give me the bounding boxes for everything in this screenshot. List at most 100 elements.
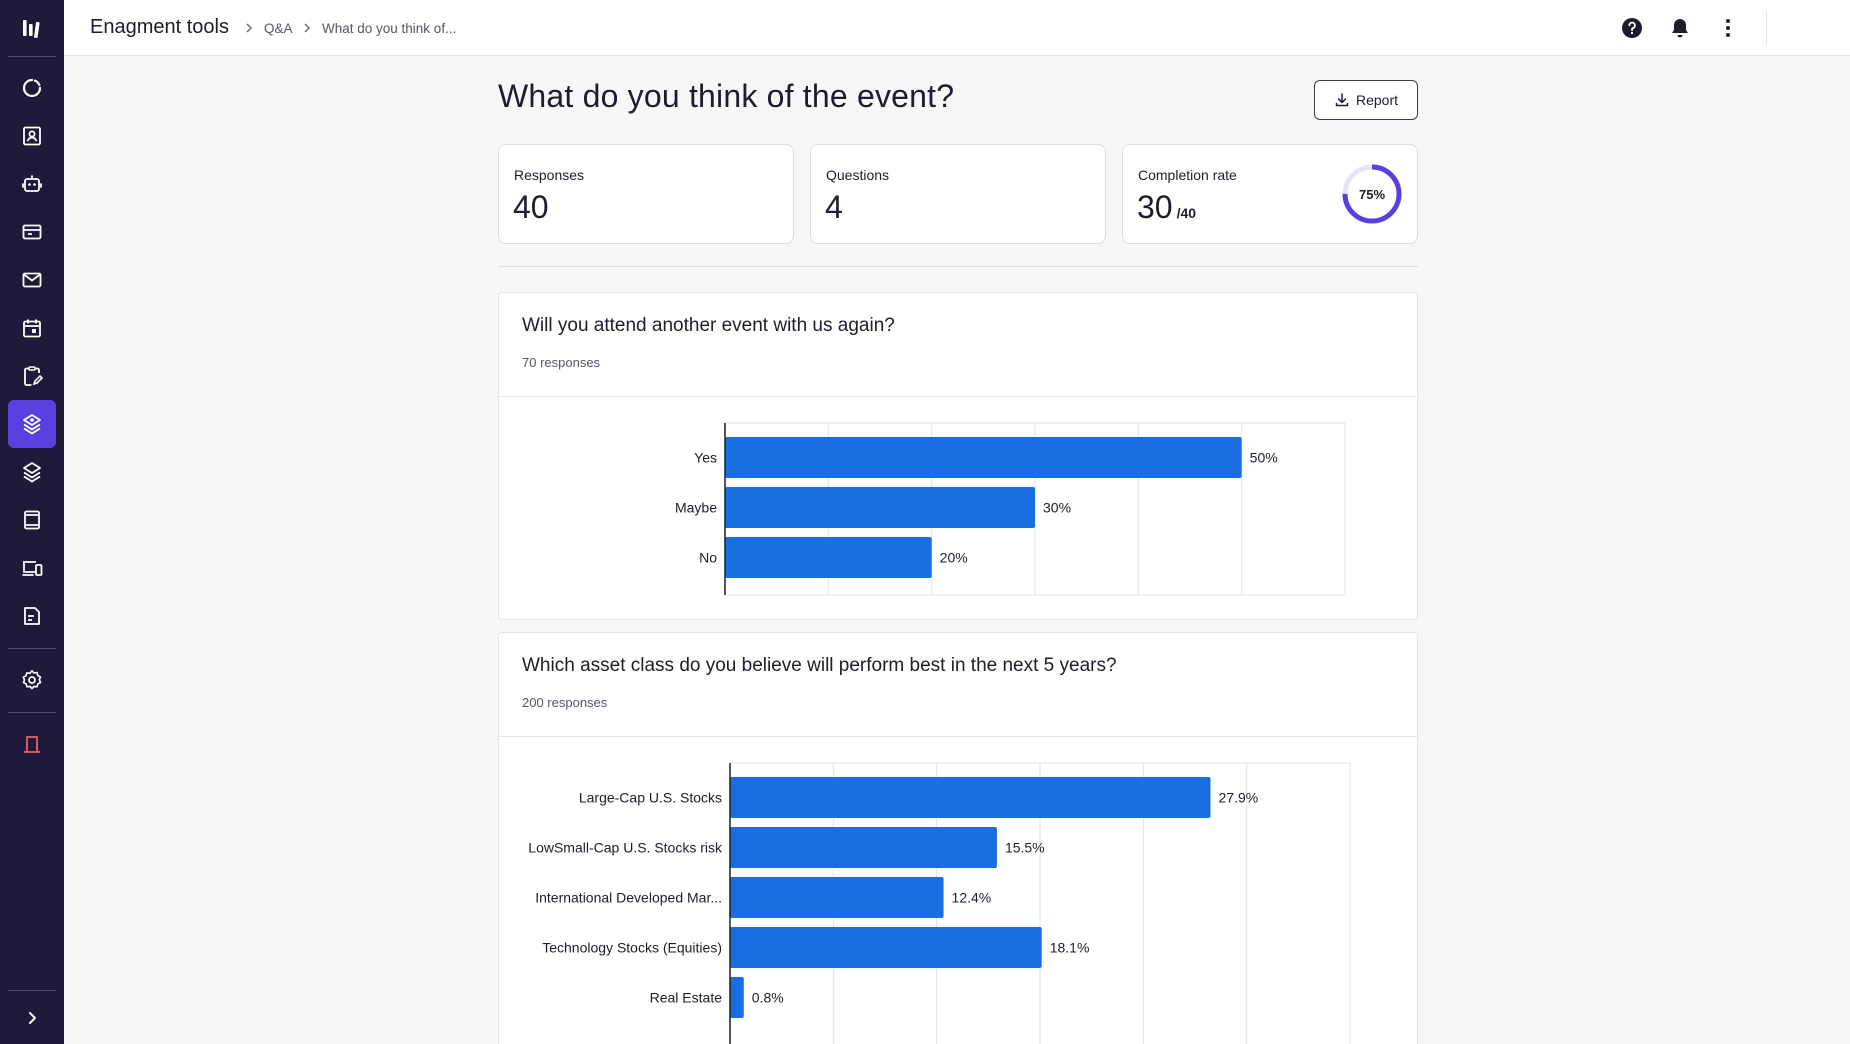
value-label: 0.8% — [752, 990, 784, 1006]
more-vertical-icon — [1726, 19, 1730, 37]
stat-value: 4 — [825, 189, 843, 225]
question-card: Which asset class do you believe will pe… — [498, 632, 1418, 1044]
category-label: Large-Cap U.S. Stocks — [579, 790, 722, 806]
help-icon — [1622, 18, 1642, 38]
sidebar-item-automation[interactable] — [8, 160, 56, 208]
sidebar-divider — [8, 56, 56, 57]
help-button[interactable] — [1618, 14, 1646, 42]
completion-donut — [1342, 164, 1402, 224]
card-divider — [499, 396, 1417, 397]
completion-percent: 75% — [1358, 186, 1386, 202]
page-title: What do you think of the event? — [498, 78, 955, 114]
stat-label: Responses — [514, 167, 585, 183]
value-label: 30% — [1043, 500, 1071, 516]
question-responses: 200 responses — [522, 695, 608, 710]
sidebar-item-tablet[interactable] — [8, 496, 56, 544]
bar — [730, 777, 1211, 818]
engagement-tools-icon — [23, 414, 41, 435]
sidebar-item-engagement-tools[interactable] — [8, 400, 56, 448]
topbar-divider — [1766, 10, 1767, 46]
stat-label: Completion rate — [1138, 167, 1237, 183]
report-label: Report — [1355, 92, 1399, 108]
download-icon — [1335, 93, 1349, 107]
document-icon — [24, 607, 40, 625]
stat-value: 40 — [513, 189, 549, 225]
bar — [725, 537, 932, 578]
category-label: Technology Stocks (Equities) — [542, 940, 722, 956]
stat-card-questions: Questions 4 — [810, 144, 1106, 244]
devices-icon — [22, 561, 43, 576]
chevron-right-icon — [29, 1012, 36, 1024]
value-label: 18.1% — [1050, 940, 1090, 956]
category-label: Real Estate — [650, 990, 723, 1006]
stat-value: 30/40 — [1137, 189, 1196, 226]
completion-count: 30 — [1137, 189, 1173, 225]
layers-icon — [23, 462, 41, 483]
top-bar: Enagment tools Q&A What do you think of.… — [64, 0, 1850, 56]
settings-icon — [22, 670, 42, 690]
category-label: Yes — [694, 450, 717, 466]
sidebar-item-tickets[interactable] — [8, 208, 56, 256]
bell-icon — [1672, 19, 1688, 38]
clipboard-edit-icon — [24, 366, 44, 386]
value-label: 27.9% — [1219, 790, 1259, 806]
contacts-icon — [23, 126, 41, 146]
bar — [730, 877, 944, 918]
breadcrumb-qa[interactable]: Q&A — [264, 21, 293, 36]
category-label: No — [699, 550, 717, 566]
sidebar-item-calendar[interactable] — [8, 304, 56, 352]
sidebar-item-devices[interactable] — [8, 544, 56, 592]
sidebar-divider — [8, 712, 56, 713]
bar — [730, 927, 1042, 968]
stat-label: Questions — [826, 167, 890, 183]
bar — [730, 977, 744, 1018]
sidebar-item-mail[interactable] — [8, 256, 56, 304]
sidebar-item-layers[interactable] — [8, 448, 56, 496]
brand-logo-icon[interactable] — [0, 6, 64, 50]
analytics-icon — [22, 78, 42, 98]
question-title: Which asset class do you believe will pe… — [522, 655, 1117, 676]
completion-total: /40 — [1176, 205, 1197, 221]
value-label: 12.4% — [952, 890, 992, 906]
bar — [730, 827, 997, 868]
question-card: Will you attend another event with us ag… — [498, 292, 1418, 620]
notifications-button[interactable] — [1666, 14, 1694, 42]
sidebar-item-contacts[interactable] — [8, 112, 56, 160]
app-title: Enagment tools — [90, 16, 229, 38]
more-options-button[interactable] — [1714, 14, 1742, 42]
ticket-icon — [22, 224, 42, 240]
mail-icon — [22, 272, 42, 288]
chevron-right-icon — [246, 23, 252, 33]
sidebar-item-documents[interactable] — [8, 592, 56, 640]
breadcrumb-current[interactable]: What do you think of... — [322, 21, 457, 36]
section-divider — [498, 266, 1418, 267]
sidebar — [0, 0, 64, 1044]
question-responses: 70 responses — [522, 355, 601, 370]
sidebar-item-exit[interactable] — [8, 720, 56, 768]
sidebar-divider — [8, 990, 56, 991]
sidebar-divider — [8, 648, 56, 649]
sidebar-item-surveys[interactable] — [8, 352, 56, 400]
robot-icon — [22, 175, 42, 192]
bar — [725, 487, 1035, 528]
category-label: Maybe — [675, 500, 717, 516]
sidebar-item-analytics[interactable] — [8, 64, 56, 112]
question-title: Will you attend another event with us ag… — [522, 315, 895, 336]
bar-chart: Large-Cap U.S. Stocks 27.9% LowSmall-Cap U… — [528, 762, 1351, 1044]
report-button[interactable]: Report — [1314, 80, 1418, 120]
bar-chart: Yes 50% Maybe 30% No 20% — [675, 422, 1346, 596]
sidebar-item-settings[interactable] — [8, 656, 56, 704]
category-label: LowSmall-Cap U.S. Stocks risk — [528, 840, 723, 856]
bar — [725, 437, 1242, 478]
category-label: International Developed Mar... — [535, 890, 722, 906]
stat-card-responses: Responses 40 — [498, 144, 794, 244]
tablet-icon — [24, 510, 40, 530]
card-divider — [499, 736, 1417, 737]
completion-arc — [1342, 164, 1402, 224]
sidebar-expand-button[interactable] — [8, 994, 56, 1042]
stat-card-completion: Completion rate 30/40 75% — [1122, 144, 1418, 244]
value-label: 20% — [940, 550, 968, 566]
exit-icon — [24, 736, 40, 753]
value-label: 50% — [1250, 450, 1278, 466]
value-label: 15.5% — [1005, 840, 1045, 856]
